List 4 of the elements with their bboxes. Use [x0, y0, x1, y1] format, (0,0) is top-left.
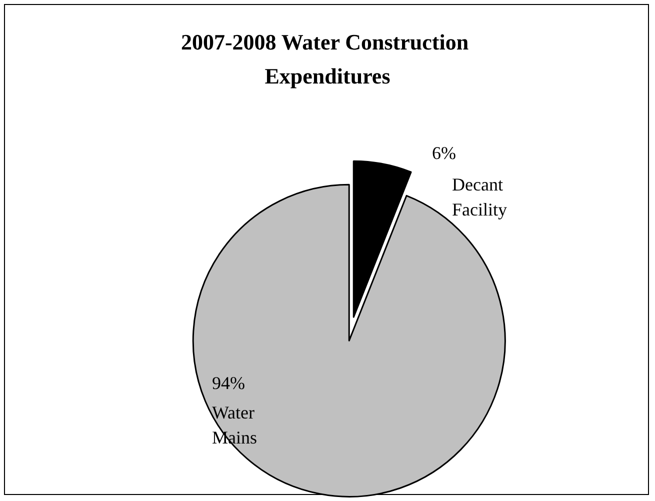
chart-title: 2007-2008 Water Construction Expenditures	[180, 30, 474, 88]
data-label: 6%	[432, 143, 456, 163]
slice-label: Decant Facility	[452, 174, 508, 220]
data-label: 94%	[212, 373, 245, 393]
